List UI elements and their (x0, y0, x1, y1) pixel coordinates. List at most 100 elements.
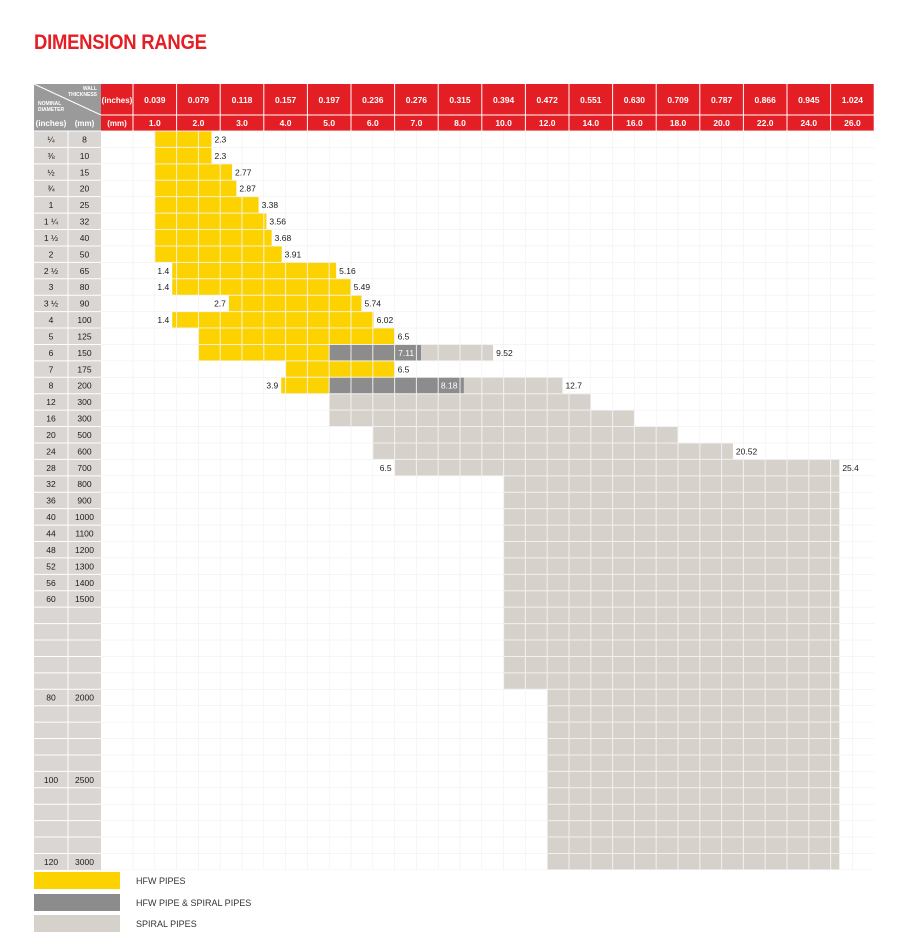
col-header-inches: 1.024 (842, 95, 864, 105)
col-header-inches: 0.236 (362, 95, 384, 105)
row-label-mm: 8 (82, 134, 87, 144)
row-label-inches: 5 (49, 331, 54, 341)
range-bar-hfw (228, 295, 362, 312)
row-label-mm: 1300 (75, 561, 94, 571)
diameter-unit-inches: (inches) (36, 119, 67, 128)
col-header-mm: 22.0 (757, 118, 774, 128)
row-label-mm: 150 (77, 348, 91, 358)
row-label-mm: 175 (77, 364, 91, 374)
legend-label-spiral: SPIRAL PIPES (136, 919, 197, 929)
row-label-mm: 32 (80, 217, 90, 227)
range-bar-hfw-spiral (329, 344, 422, 361)
row-label-mm: 3000 (75, 857, 94, 867)
range-value-label: 6.02 (377, 315, 394, 325)
range-value-label: 1.4 (157, 282, 169, 292)
row-label-inches: ¼ (47, 134, 55, 144)
range-bar-hfw (281, 377, 330, 394)
range-value-label: 6.5 (398, 364, 410, 374)
row-label-mm: 80 (80, 282, 90, 292)
col-header-inches: 0.866 (755, 95, 777, 105)
col-header-inches: 0.945 (798, 95, 820, 105)
row-label-mm: 2500 (75, 775, 94, 785)
range-bar-spiral (394, 459, 840, 476)
row-label-mm: 65 (80, 266, 90, 276)
range-bar-hfw (154, 131, 212, 148)
row-label-inches: 8 (49, 381, 54, 391)
col-header-mm: 5.0 (323, 118, 335, 128)
col-header-mm: 12.0 (539, 118, 556, 128)
range-value-label: 20.52 (736, 446, 758, 456)
range-bar-spiral (503, 475, 840, 690)
row-label-inches: 1 (49, 200, 54, 210)
col-header-inches: 0.276 (406, 95, 428, 105)
row-label-mm: 40 (80, 233, 90, 243)
row-label-inches: ⅜ (47, 151, 55, 161)
row-label-mm: 10 (80, 151, 90, 161)
row-label-inches: 40 (46, 512, 56, 522)
corner-label-top: THICKNESS (68, 92, 98, 98)
col-header-mm: 10.0 (495, 118, 512, 128)
range-value-label: 1.4 (157, 315, 169, 325)
range-value-label: 5.74 (364, 299, 381, 309)
row-label-mm: 300 (77, 397, 91, 407)
row-label-mm: 90 (80, 299, 90, 309)
col-header-inches: 0.197 (319, 95, 341, 105)
range-bar-hfw (172, 278, 351, 296)
row-label-mm: 1400 (75, 578, 94, 588)
range-bar-hfw (154, 147, 212, 164)
row-label-inches: 56 (46, 578, 56, 588)
col-header-inches: 0.630 (624, 95, 646, 105)
row-label-mm: 2000 (75, 693, 94, 703)
row-label-inches: ½ (47, 167, 54, 177)
row-label-inches: 36 (46, 496, 56, 506)
col-header-mm: 6.0 (367, 118, 379, 128)
range-value-label: 2.7 (214, 299, 226, 309)
col-header-inches: 0.787 (711, 95, 733, 105)
col-header-mm: 3.0 (236, 118, 248, 128)
row-label-mm: 300 (77, 414, 91, 424)
row-label-mm: 15 (80, 167, 90, 177)
row-label-inches: 120 (44, 857, 58, 867)
row-label-inches: 60 (46, 594, 56, 604)
range-value-label: 3.56 (269, 217, 286, 227)
col-header-inches: 0.157 (275, 95, 297, 105)
col-header-inches: 0.039 (144, 95, 166, 105)
row-label-mm: 1100 (75, 528, 94, 538)
row-label-inches: 3 (49, 282, 54, 292)
range-value-label: 1.4 (157, 266, 169, 276)
range-bar-hfw (154, 163, 232, 181)
range-value-label: 3.91 (285, 249, 302, 259)
col-header-inches: 0.394 (493, 95, 515, 105)
row-label-mm: 1500 (75, 594, 94, 604)
range-value-label: 2.3 (214, 134, 226, 144)
diameter-unit-band (34, 115, 101, 131)
row-label-inches: 7 (49, 364, 54, 374)
row-label-mm: 600 (77, 446, 91, 456)
row-label-inches: 2 (49, 249, 54, 259)
range-bar-hfw (285, 360, 395, 378)
row-label-inches: 12 (46, 397, 56, 407)
range-value-label: 3.38 (262, 200, 279, 210)
row-label-mm: 900 (77, 496, 91, 506)
col-header-inches: 0.551 (580, 95, 602, 105)
row-label-mm: 1200 (75, 545, 94, 555)
header-corner-diagonal (33, 83, 102, 116)
range-value-label: 2.87 (239, 184, 256, 194)
legend-label-hfw: HFW PIPES (136, 876, 186, 886)
col-header-mm: 1.0 (149, 118, 161, 128)
row-label-mm: 700 (77, 463, 91, 473)
range-bar-hfw (154, 229, 272, 246)
legend-swatch-spiral (34, 915, 120, 932)
row-label-inches: 52 (46, 561, 56, 571)
range-bar-spiral (463, 377, 563, 394)
unit-inches-label: (inches) (102, 96, 133, 105)
row-label-mm: 500 (77, 430, 91, 440)
row-label-inches: 100 (44, 775, 58, 785)
row-label-inches: 44 (46, 528, 56, 538)
range-value-label: 2.77 (235, 167, 252, 177)
col-header-mm: 26.0 (844, 118, 861, 128)
row-label-inches: 6 (49, 348, 54, 358)
range-bar-hfw-spiral (329, 377, 464, 394)
range-bar-spiral (547, 689, 840, 870)
col-header-mm: 18.0 (670, 118, 687, 128)
